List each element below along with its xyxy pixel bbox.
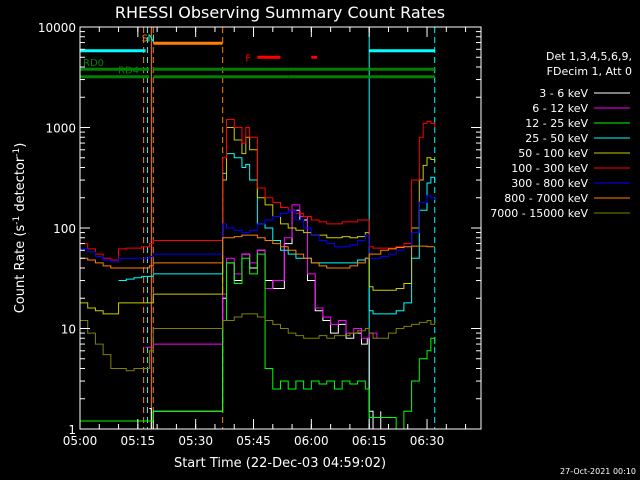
series-line-8 [80, 313, 436, 372]
x-tick-label-0: 05:00 [63, 434, 98, 448]
legend-label-6: 300 - 800 keV [511, 177, 588, 190]
x-tick-label-4: 06:00 [294, 434, 329, 448]
rate-label-n: N [147, 33, 154, 44]
x-tick-label-1: 05:15 [121, 434, 156, 448]
series-line-6 [80, 195, 436, 263]
x-tick-label-6: 06:30 [410, 434, 445, 448]
y-tick-label-3: 1000 [45, 122, 76, 136]
legend-header-1: Det 1,3,4,5,6,9, [546, 50, 632, 63]
series-line-4 [80, 127, 436, 315]
legend-label-3: 25 - 50 keV [525, 132, 588, 145]
y-tick-label-4: 10000 [38, 21, 76, 35]
series-line-5 [80, 119, 436, 261]
legend-label-7: 800 - 7000 keV [504, 192, 588, 205]
x-tick-label-2: 05:30 [178, 434, 213, 448]
flag-label-rd0: RD0 [83, 58, 104, 69]
legend: 3 - 6 keV 6 - 12 keV 12 - 25 keV 25 - 50 ke… [490, 87, 630, 220]
series-line-2 [80, 253, 436, 429]
x-tick-label-5: 06:15 [352, 434, 387, 448]
x-axis-label: Start Time (22-Dec-03 04:59:02) [174, 456, 386, 471]
legend-label-5: 100 - 300 keV [511, 162, 588, 175]
plot-area: RD0 RD4 F S N 1 10 100 1000 10000 05:00 05:15 05:30 0… [38, 21, 482, 448]
legend-label-1: 6 - 12 keV [532, 102, 588, 115]
series-line-1 [145, 204, 378, 348]
flag-label-f: F [245, 53, 251, 64]
y-tick-label-1: 10 [61, 323, 76, 337]
legend-label-2: 12 - 25 keV [525, 117, 588, 130]
legend-label-4: 50 - 100 keV [518, 147, 588, 160]
y-axis-label: Count Rate (s-1 detector-1) [12, 143, 28, 314]
y-tick-label-2: 100 [53, 222, 76, 236]
rate-label-s: S [142, 33, 148, 44]
timestamp: 27-Oct-2021 00:10 [560, 467, 636, 476]
legend-label-8: 7000 - 15000 keV [490, 207, 588, 220]
series-line-3 [118, 153, 436, 315]
x-tick-label-3: 05:45 [236, 434, 271, 448]
legend-header-2: FDecim 1, Att 0 [547, 65, 632, 78]
chart-title: RHESSI Observing Summary Count Rates [115, 3, 445, 22]
series-line-7 [80, 234, 435, 269]
flag-label-rd4: RD4 [118, 66, 139, 77]
plot-clip-group: RD0 RD4 F S N [80, 27, 436, 429]
y-tick-label-0: 1 [68, 423, 76, 437]
legend-label-0: 3 - 6 keV [539, 87, 588, 100]
